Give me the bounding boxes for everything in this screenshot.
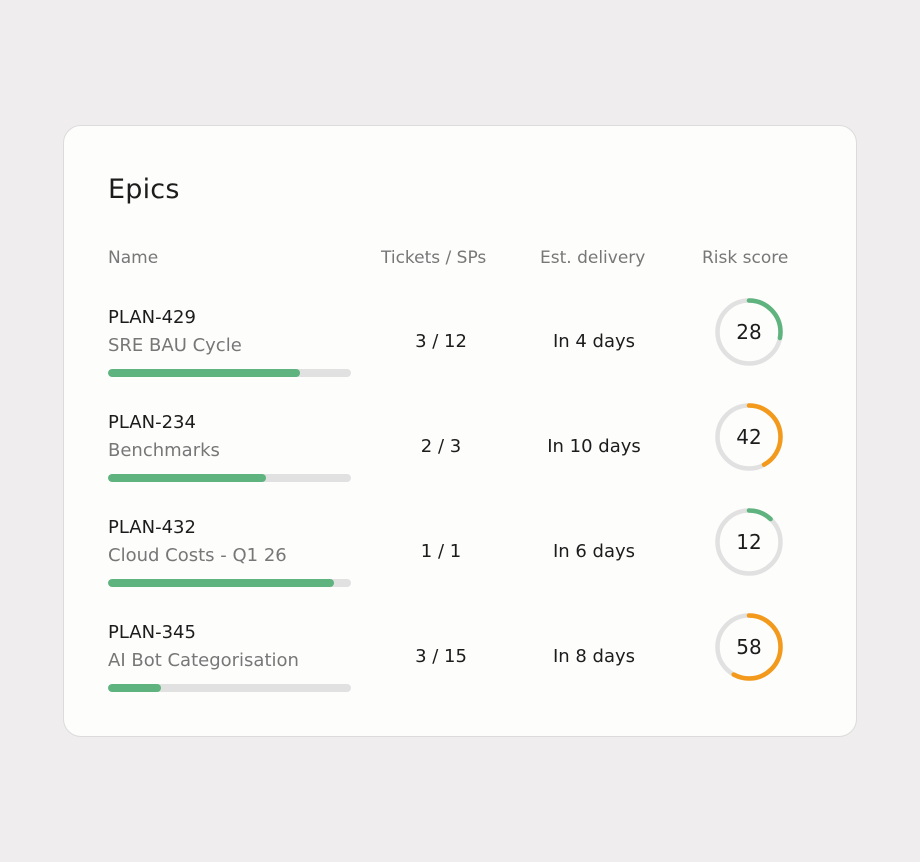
epic-row[interactable]: PLAN-234 Benchmarks 2 / 3 In 10 days 42 <box>64 403 856 517</box>
epic-id[interactable]: PLAN-234 <box>108 412 196 433</box>
progress-bar-fill <box>108 579 334 587</box>
est-delivery: In 6 days <box>552 541 636 562</box>
risk-score-gauge: 58 <box>714 612 784 682</box>
risk-score-gauge: 28 <box>714 297 784 367</box>
progress-bar-fill <box>108 474 266 482</box>
est-delivery: In 4 days <box>552 331 636 352</box>
risk-score-value: 42 <box>736 425 762 449</box>
risk-score-gauge: 42 <box>714 402 784 472</box>
risk-ring <box>715 508 783 576</box>
risk-ring <box>715 613 783 681</box>
risk-ring <box>715 298 783 366</box>
column-header-tickets: Tickets / SPs <box>381 248 487 268</box>
risk-ring-arc <box>715 298 783 366</box>
progress-bar <box>108 579 351 587</box>
epic-name: SRE BAU Cycle <box>108 335 242 356</box>
epic-row[interactable]: PLAN-429 SRE BAU Cycle 3 / 12 In 4 days … <box>64 298 856 412</box>
epic-id[interactable]: PLAN-432 <box>108 517 196 538</box>
epic-id[interactable]: PLAN-345 <box>108 622 196 643</box>
risk-ring <box>715 403 783 471</box>
est-delivery: In 8 days <box>552 646 636 667</box>
risk-score-value: 58 <box>736 635 762 659</box>
tickets-sps: 2 / 3 <box>420 436 462 457</box>
tickets-sps: 3 / 15 <box>415 646 467 667</box>
epic-name: AI Bot Categorisation <box>108 650 299 671</box>
epic-id[interactable]: PLAN-429 <box>108 307 196 328</box>
risk-score-value: 28 <box>736 320 762 344</box>
epic-row[interactable]: PLAN-432 Cloud Costs - Q1 26 1 / 1 In 6 … <box>64 508 856 622</box>
risk-score-gauge: 12 <box>714 507 784 577</box>
tickets-sps: 1 / 1 <box>420 541 462 562</box>
risk-ring-arc <box>715 508 783 576</box>
epic-name: Cloud Costs - Q1 26 <box>108 545 287 566</box>
risk-score-value: 12 <box>736 530 762 554</box>
tickets-sps: 3 / 12 <box>415 331 467 352</box>
progress-bar <box>108 684 351 692</box>
est-delivery: In 10 days <box>547 436 641 457</box>
epics-card: Epics Name Tickets / SPs Est. delivery R… <box>63 125 857 737</box>
progress-bar <box>108 474 351 482</box>
risk-ring-arc <box>715 613 783 681</box>
epic-row[interactable]: PLAN-345 AI Bot Categorisation 3 / 15 In… <box>64 613 856 727</box>
risk-ring-arc <box>715 403 783 471</box>
progress-bar-fill <box>108 684 162 692</box>
column-header-risk: Risk score <box>702 248 789 268</box>
column-header-name: Name <box>108 248 159 268</box>
epic-name: Benchmarks <box>108 440 220 461</box>
column-header-delivery: Est. delivery <box>540 248 646 268</box>
progress-bar <box>108 369 351 377</box>
progress-bar-fill <box>108 369 300 377</box>
card-title: Epics <box>108 174 180 205</box>
